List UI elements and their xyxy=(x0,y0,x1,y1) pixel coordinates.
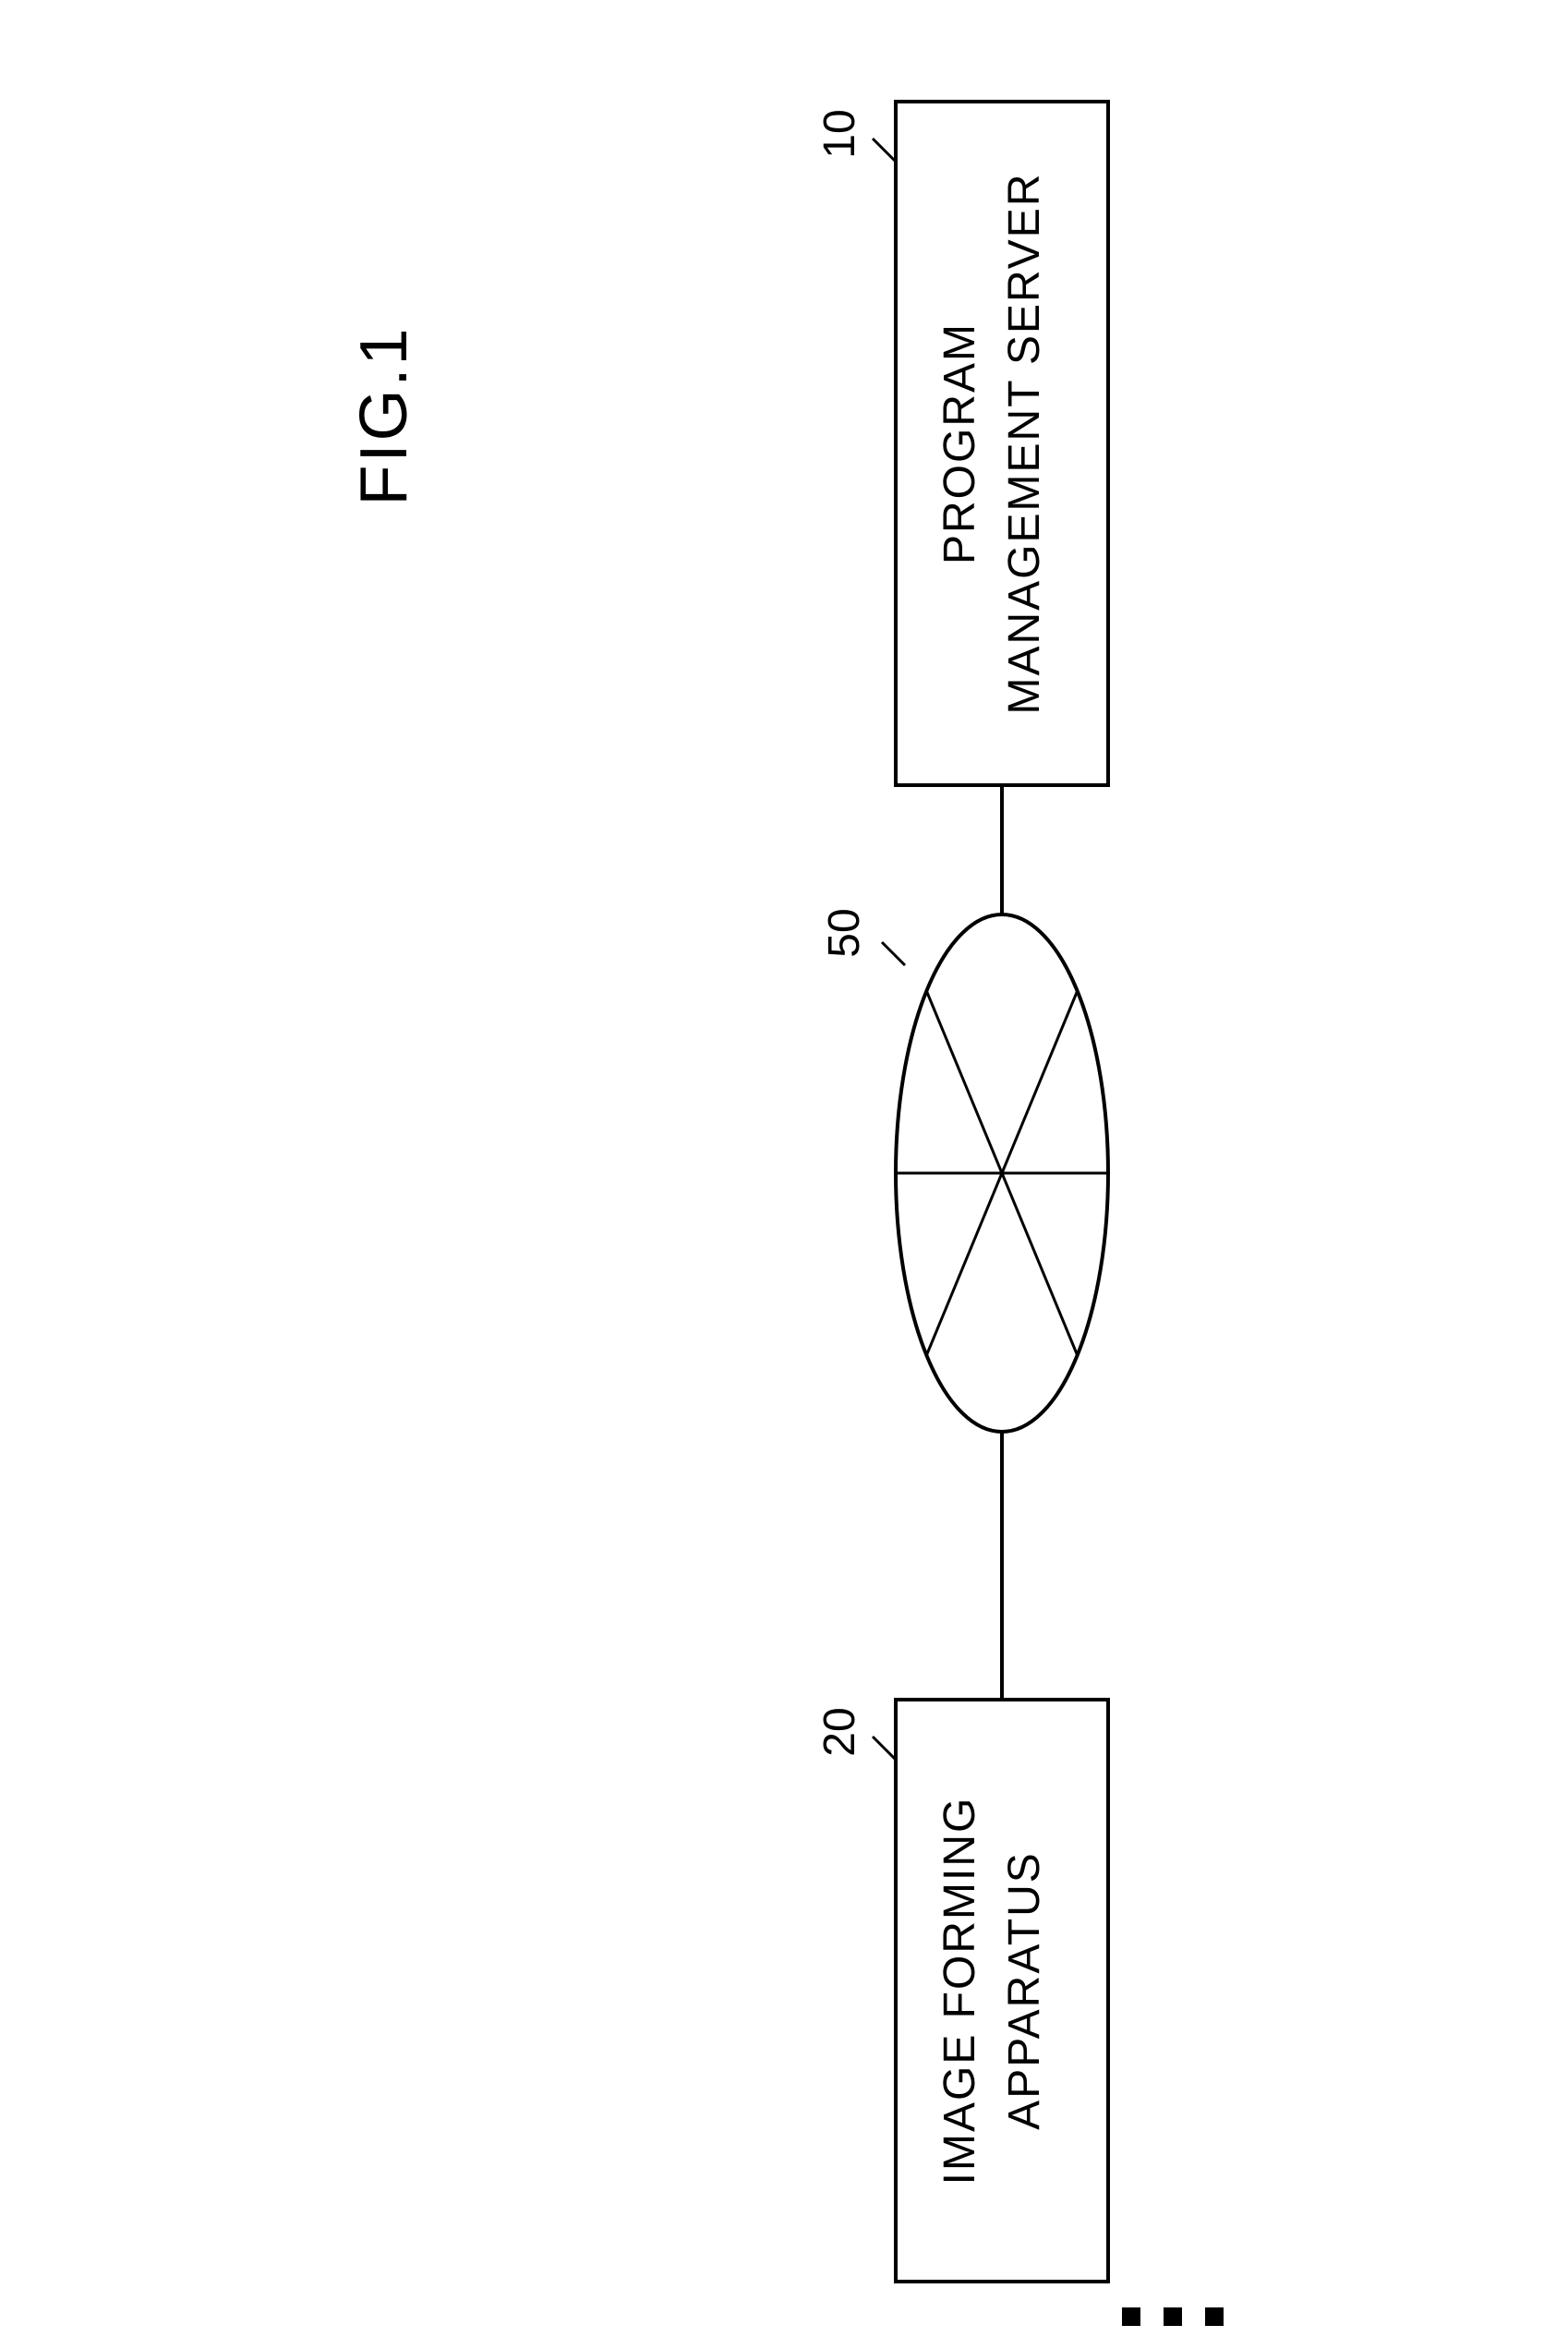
server-label-line1: PROGRAM xyxy=(935,322,984,564)
ellipsis-dot-3 xyxy=(1205,2307,1224,2326)
apparatus-ref-label: 20 xyxy=(815,1707,864,1756)
node-apparatus: 20 IMAGE FORMING APPARATUS xyxy=(815,1700,1108,2282)
network-ref-tick xyxy=(882,942,905,965)
apparatus-label-line1: IMAGE FORMING xyxy=(935,1797,984,2186)
apparatus-ref-tick xyxy=(873,1737,896,1760)
node-network: 50 xyxy=(820,908,1108,1432)
figure-canvas: FIG.1 10 PROGRAM MANAGEMENT SERVER 50 20… xyxy=(0,0,1568,2349)
node-server: 10 PROGRAM MANAGEMENT SERVER xyxy=(815,102,1108,785)
network-ref-label: 50 xyxy=(820,908,869,957)
server-ref-tick xyxy=(873,139,896,162)
server-ref-label: 10 xyxy=(815,109,864,158)
server-label-line2: MANAGEMENT SERVER xyxy=(1000,172,1049,714)
ellipsis-dot-1 xyxy=(1122,2307,1140,2326)
ellipsis-dot-2 xyxy=(1164,2307,1182,2326)
ellipsis xyxy=(1122,2307,1224,2326)
apparatus-label-line2: APPARATUS xyxy=(1000,1851,1049,2130)
figure-title: FIG.1 xyxy=(347,325,421,505)
